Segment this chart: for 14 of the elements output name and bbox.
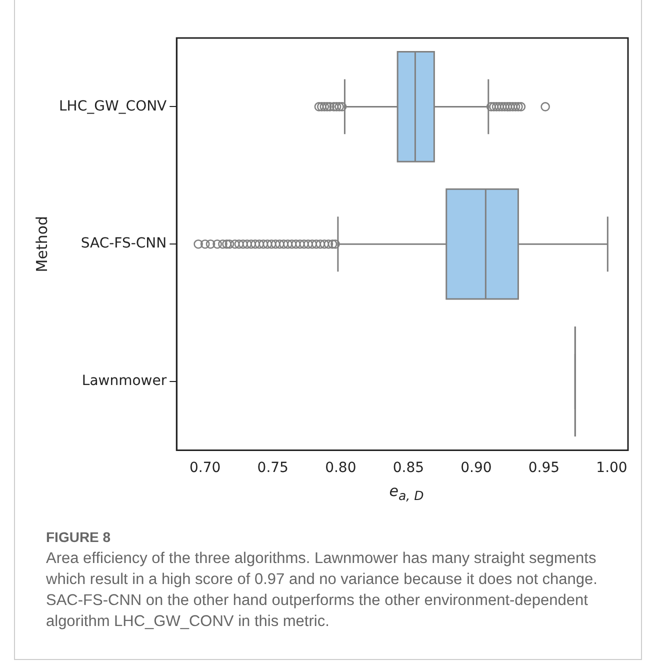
y-tick-label: LHC_GW_CONV: [59, 98, 168, 114]
x-tick-label: 0.85: [392, 460, 424, 476]
y-tick-label: Lawnmower: [82, 373, 167, 390]
x-tick-label: 0.95: [528, 460, 560, 476]
x-axis-title: e$_{a, D}$: [388, 482, 425, 503]
caption: FIGURE 8: [46, 528, 112, 547]
y-axis-title: Method: [32, 216, 51, 272]
x-tick-label: 0.90: [460, 460, 492, 476]
text: Area efficiency of the three algorithms. Lawnmower has many straight segments which result in a high score of 0.97 and no variance because it does not change. SAC-FS-CNN on the other hand outperforms the other environment-dependent algorithm LHC_GW_CONV in this metric.: [46, 548, 598, 632]
y-tick-label: SAC-FS-CNN: [80, 236, 167, 252]
x-tick-label: 0.80: [325, 460, 356, 476]
x-tick-label: 0.70: [190, 460, 221, 476]
x-tick-label: 1.00: [596, 460, 628, 476]
x-tick-label: 0.75: [257, 460, 288, 476]
